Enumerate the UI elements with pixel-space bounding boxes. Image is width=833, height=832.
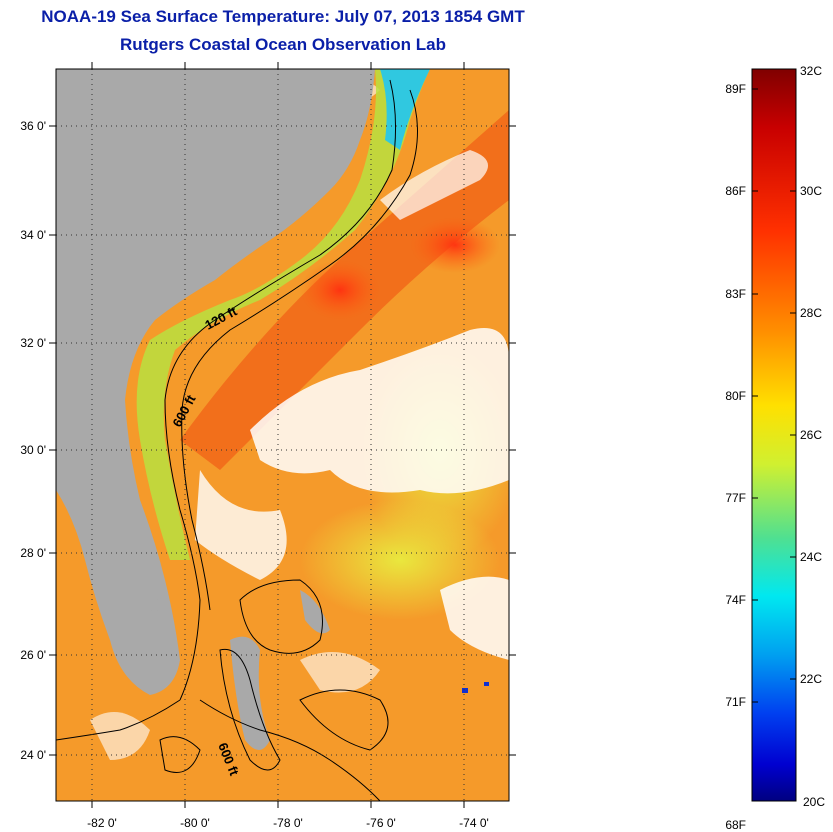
lon-label: -82 0' <box>87 816 117 830</box>
map-plot-area <box>56 69 509 801</box>
cold-spot <box>462 688 468 693</box>
fahrenheit-label: 74F <box>725 593 746 607</box>
lat-label: 36 0' <box>20 119 46 133</box>
map-ticks <box>49 62 516 808</box>
depth-contours <box>56 79 418 801</box>
fahrenheit-label: 68F <box>725 818 746 832</box>
lat-lon-grid <box>56 69 509 801</box>
fahrenheit-label: 80F <box>725 389 746 403</box>
lon-label: -76 0' <box>366 816 396 830</box>
celsius-label: 26C <box>800 428 822 442</box>
lon-label: -74 0' <box>459 816 489 830</box>
lat-label: 34 0' <box>20 228 46 242</box>
longitude-labels: -82 0' -80 0' -78 0' -76 0' -74 0' <box>87 816 489 830</box>
celsius-label: 32C <box>800 64 822 78</box>
fahrenheit-label: 86F <box>725 184 746 198</box>
lat-label: 28 0' <box>20 546 46 560</box>
lon-label: -78 0' <box>273 816 303 830</box>
colorbar-ticks <box>752 88 796 703</box>
lat-label: 30 0' <box>20 443 46 457</box>
lon-label: -80 0' <box>180 816 210 830</box>
fahrenheit-label: 89F <box>725 82 746 96</box>
celsius-label: 30C <box>800 184 822 198</box>
lat-label: 26 0' <box>20 648 46 662</box>
celsius-label: 22C <box>800 672 822 686</box>
coastal-cool-band <box>136 69 430 560</box>
hot-spot <box>410 217 500 273</box>
map-title: NOAA-19 Sea Surface Temperature: July 07… <box>41 7 525 26</box>
lat-label: 24 0' <box>20 748 46 762</box>
cloud-mask-patches <box>90 76 509 760</box>
latitude-labels: 36 0' 34 0' 32 0' 30 0' 28 0' 26 0' 24 0… <box>20 119 46 762</box>
celsius-label: 24C <box>800 550 822 564</box>
hot-spot <box>300 260 380 320</box>
land-mass <box>56 69 375 695</box>
celsius-label: 20C <box>803 795 825 809</box>
map-frame <box>55 68 510 802</box>
map-subtitle: Rutgers Coastal Ocean Observation Lab <box>120 35 446 54</box>
fahrenheit-label: 83F <box>725 287 746 301</box>
celsius-label: 28C <box>800 306 822 320</box>
cold-spot <box>484 682 489 686</box>
fahrenheit-label: 77F <box>725 491 746 505</box>
temperature-colorbar: 89F 86F 83F 80F 77F 74F 71F 68F 32C 30C … <box>725 64 825 832</box>
fahrenheit-label: 71F <box>725 695 746 709</box>
colorbar-gradient <box>751 68 797 802</box>
lat-label: 32 0' <box>20 336 46 350</box>
